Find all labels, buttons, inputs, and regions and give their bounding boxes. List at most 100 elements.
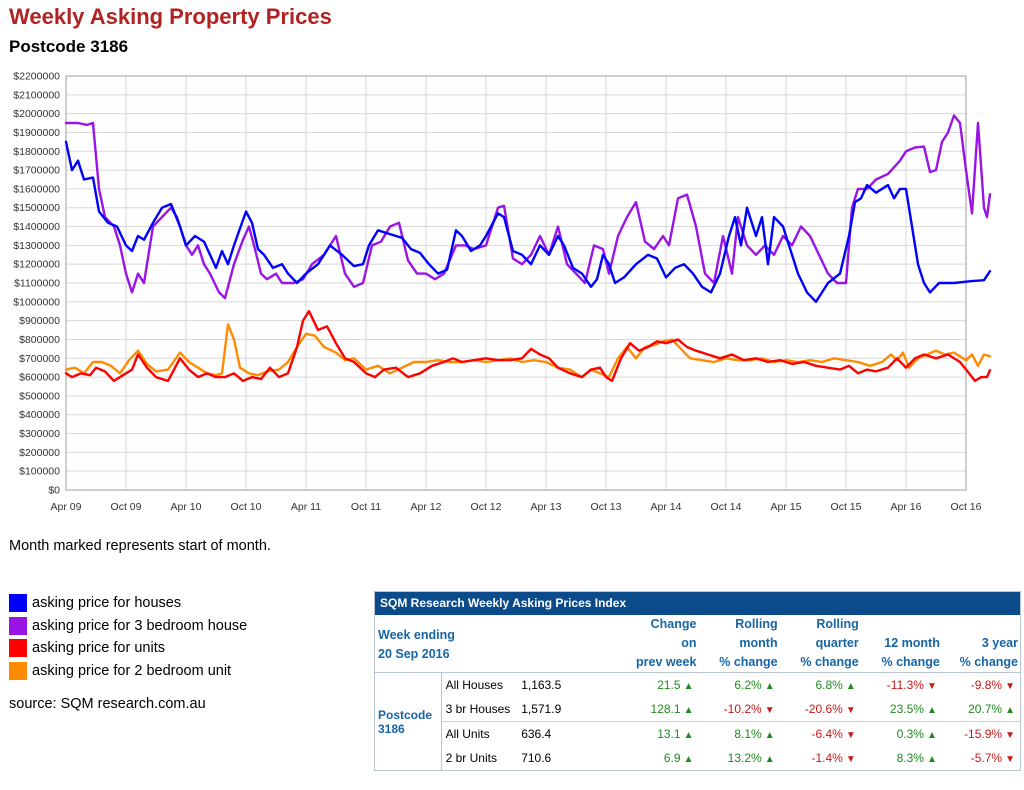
legend-label-2br-units: asking price for 2 bedroom unit	[32, 662, 232, 679]
down-arrow-icon: ▼	[845, 730, 856, 741]
down-arrow-icon: ▼	[845, 754, 856, 765]
col-header-prev-week: Change on prev week	[636, 617, 697, 669]
row-value: 636.4	[519, 721, 618, 746]
table-cell: 6.8% ▲	[779, 672, 861, 697]
table-cell: -9.8% ▼	[941, 672, 1020, 697]
postcode-value: 3186	[378, 721, 405, 736]
table-cell: 21.5 ▲	[617, 672, 699, 697]
up-arrow-icon: ▲	[1005, 705, 1015, 716]
y-tick-label: $1400000	[13, 221, 60, 233]
y-tick-label: $200000	[19, 447, 60, 459]
table-cell: 8.3% ▲	[896, 751, 937, 765]
col-header-3-year: 3 year% change	[959, 636, 1018, 669]
up-arrow-icon: ▲	[764, 730, 775, 741]
x-tick-label: Oct 13	[591, 501, 622, 513]
x-tick-label: Apr 14	[651, 501, 682, 513]
table-cell: 13.2% ▲	[727, 751, 775, 765]
up-arrow-icon: ▲	[683, 754, 694, 765]
table-cell: 6.2% ▲	[698, 672, 780, 697]
y-tick-label: $1900000	[13, 127, 60, 139]
row-value: 1,571.9	[521, 702, 562, 716]
up-arrow-icon: ▲	[764, 681, 775, 692]
y-tick-label: $800000	[19, 334, 60, 346]
y-tick-label: $1100000	[14, 278, 60, 290]
y-tick-label: $2000000	[13, 108, 60, 120]
table-row: Postcode 3186 All Houses 1,163.5 21.5 ▲ 6…	[375, 672, 1020, 770]
x-tick-label: Apr 10	[171, 501, 202, 513]
col-header-12-month: 12 month% change	[881, 636, 940, 669]
row-label: 3 br Houses	[440, 697, 520, 722]
y-tick-label: $900000	[19, 315, 60, 327]
x-tick-label: Oct 12	[471, 501, 502, 513]
page-title: Weekly Asking Property Prices	[9, 4, 332, 29]
legend-label-3br-houses: asking price for 3 bedroom house	[32, 617, 248, 634]
table-cell: 128.1 ▲	[650, 702, 694, 716]
chart-note: Month marked represents start of month.	[9, 538, 271, 554]
x-tick-label: Oct 10	[231, 501, 262, 513]
down-arrow-icon: ▼	[1005, 681, 1015, 692]
legend-item-units: asking price for units	[9, 637, 247, 660]
x-tick-label: Oct 15	[831, 501, 862, 513]
table-cell: -11.3% ▼	[860, 672, 942, 697]
x-tick-label: Oct 16	[951, 501, 982, 513]
y-tick-label: $100000	[19, 466, 60, 478]
table-cell: -6.4% ▼	[779, 721, 861, 746]
week-ending-date: 20 Sep 2016	[378, 646, 450, 661]
series-line-units	[64, 310, 992, 383]
y-tick-label: $1000000	[13, 296, 60, 308]
sqm-index-table: SQM Research Weekly Asking Prices Index …	[374, 591, 1021, 771]
table-cell: -5.7% ▼	[970, 751, 1015, 765]
table-cell: 0.3% ▲	[860, 721, 942, 746]
plot-border	[65, 75, 967, 491]
down-arrow-icon: ▼	[1005, 754, 1015, 765]
x-tick-label: Apr 13	[531, 501, 562, 513]
down-arrow-icon: ▼	[764, 705, 775, 716]
up-arrow-icon: ▲	[683, 681, 694, 692]
table-cell: -1.4% ▼	[811, 751, 856, 765]
source-credit: source: SQM research.com.au	[9, 696, 206, 712]
x-tick-label: Apr 16	[891, 501, 922, 513]
col-header-rolling-quarter: Rolling quarter% change	[800, 617, 859, 669]
up-arrow-icon: ▲	[683, 730, 694, 741]
postcode-label: Postcode	[378, 707, 433, 722]
table-cell: 23.5% ▲	[889, 702, 937, 716]
x-tick-label: Apr 11	[291, 501, 321, 513]
price-line-chart: Apr 09 Oct 09 Apr 10 Oct 10 Apr 11 Oct 11 Apr …	[13, 71, 992, 513]
y-tick-label: $1700000	[13, 165, 60, 177]
x-tick-label: Oct 14	[711, 501, 742, 513]
table-row: 2 br Units 710.6 6.9 ▲ 13.2% ▲ -1.4% ▼ 8.3%…	[375, 746, 1020, 770]
y-tick-label: $1800000	[13, 146, 60, 158]
x-tick-label: Apr 12	[411, 501, 442, 513]
x-tick-label: Oct 11	[351, 501, 381, 513]
series-line-houses	[64, 140, 992, 303]
table-row: 3 br Houses 1,571.9 128.1 ▲ -10.2% ▼ -20.6…	[375, 697, 1020, 722]
table-cell: 13.1 ▲	[617, 721, 699, 746]
row-value: 1,163.5	[519, 672, 618, 697]
y-tick-label: $1200000	[13, 259, 60, 271]
up-arrow-icon: ▲	[926, 730, 937, 741]
table-cell: 8.1% ▲	[698, 721, 780, 746]
legend-swatch-units	[9, 639, 27, 658]
chart-legend: asking price for houses asking price for…	[9, 592, 247, 682]
legend-item-2br-units: asking price for 2 bedroom unit	[9, 660, 247, 683]
y-tick-label: $2200000	[13, 71, 60, 83]
table-row: All Units 636.4 13.1 ▲ 8.1% ▲ -6.4% ▼ 0.3% ▲…	[375, 721, 1020, 746]
x-tick-label: Apr 09	[51, 501, 82, 513]
down-arrow-icon: ▼	[845, 705, 856, 716]
sqm-header-row: Week ending 20 Sep 2016 Change on prev wee…	[375, 615, 1020, 673]
legend-item-3br-houses: asking price for 3 bedroom house	[9, 615, 247, 638]
row-label: 2 br Units	[440, 746, 520, 770]
table-cell: 6.9 ▲	[663, 751, 694, 765]
up-arrow-icon: ▲	[764, 754, 775, 765]
up-arrow-icon: ▲	[845, 681, 856, 692]
x-tick-label: Oct 09	[111, 501, 142, 513]
y-tick-label: $2100000	[13, 89, 60, 101]
up-arrow-icon: ▲	[926, 754, 937, 765]
y-tick-label: $300000	[19, 428, 60, 440]
up-arrow-icon: ▲	[926, 705, 937, 716]
y-tick-label: $1500000	[13, 202, 60, 214]
legend-swatch-houses	[9, 594, 27, 613]
postcode-cell: Postcode 3186	[375, 672, 442, 770]
legend-item-houses: asking price for houses	[9, 592, 247, 615]
y-tick-label: $600000	[19, 372, 60, 384]
